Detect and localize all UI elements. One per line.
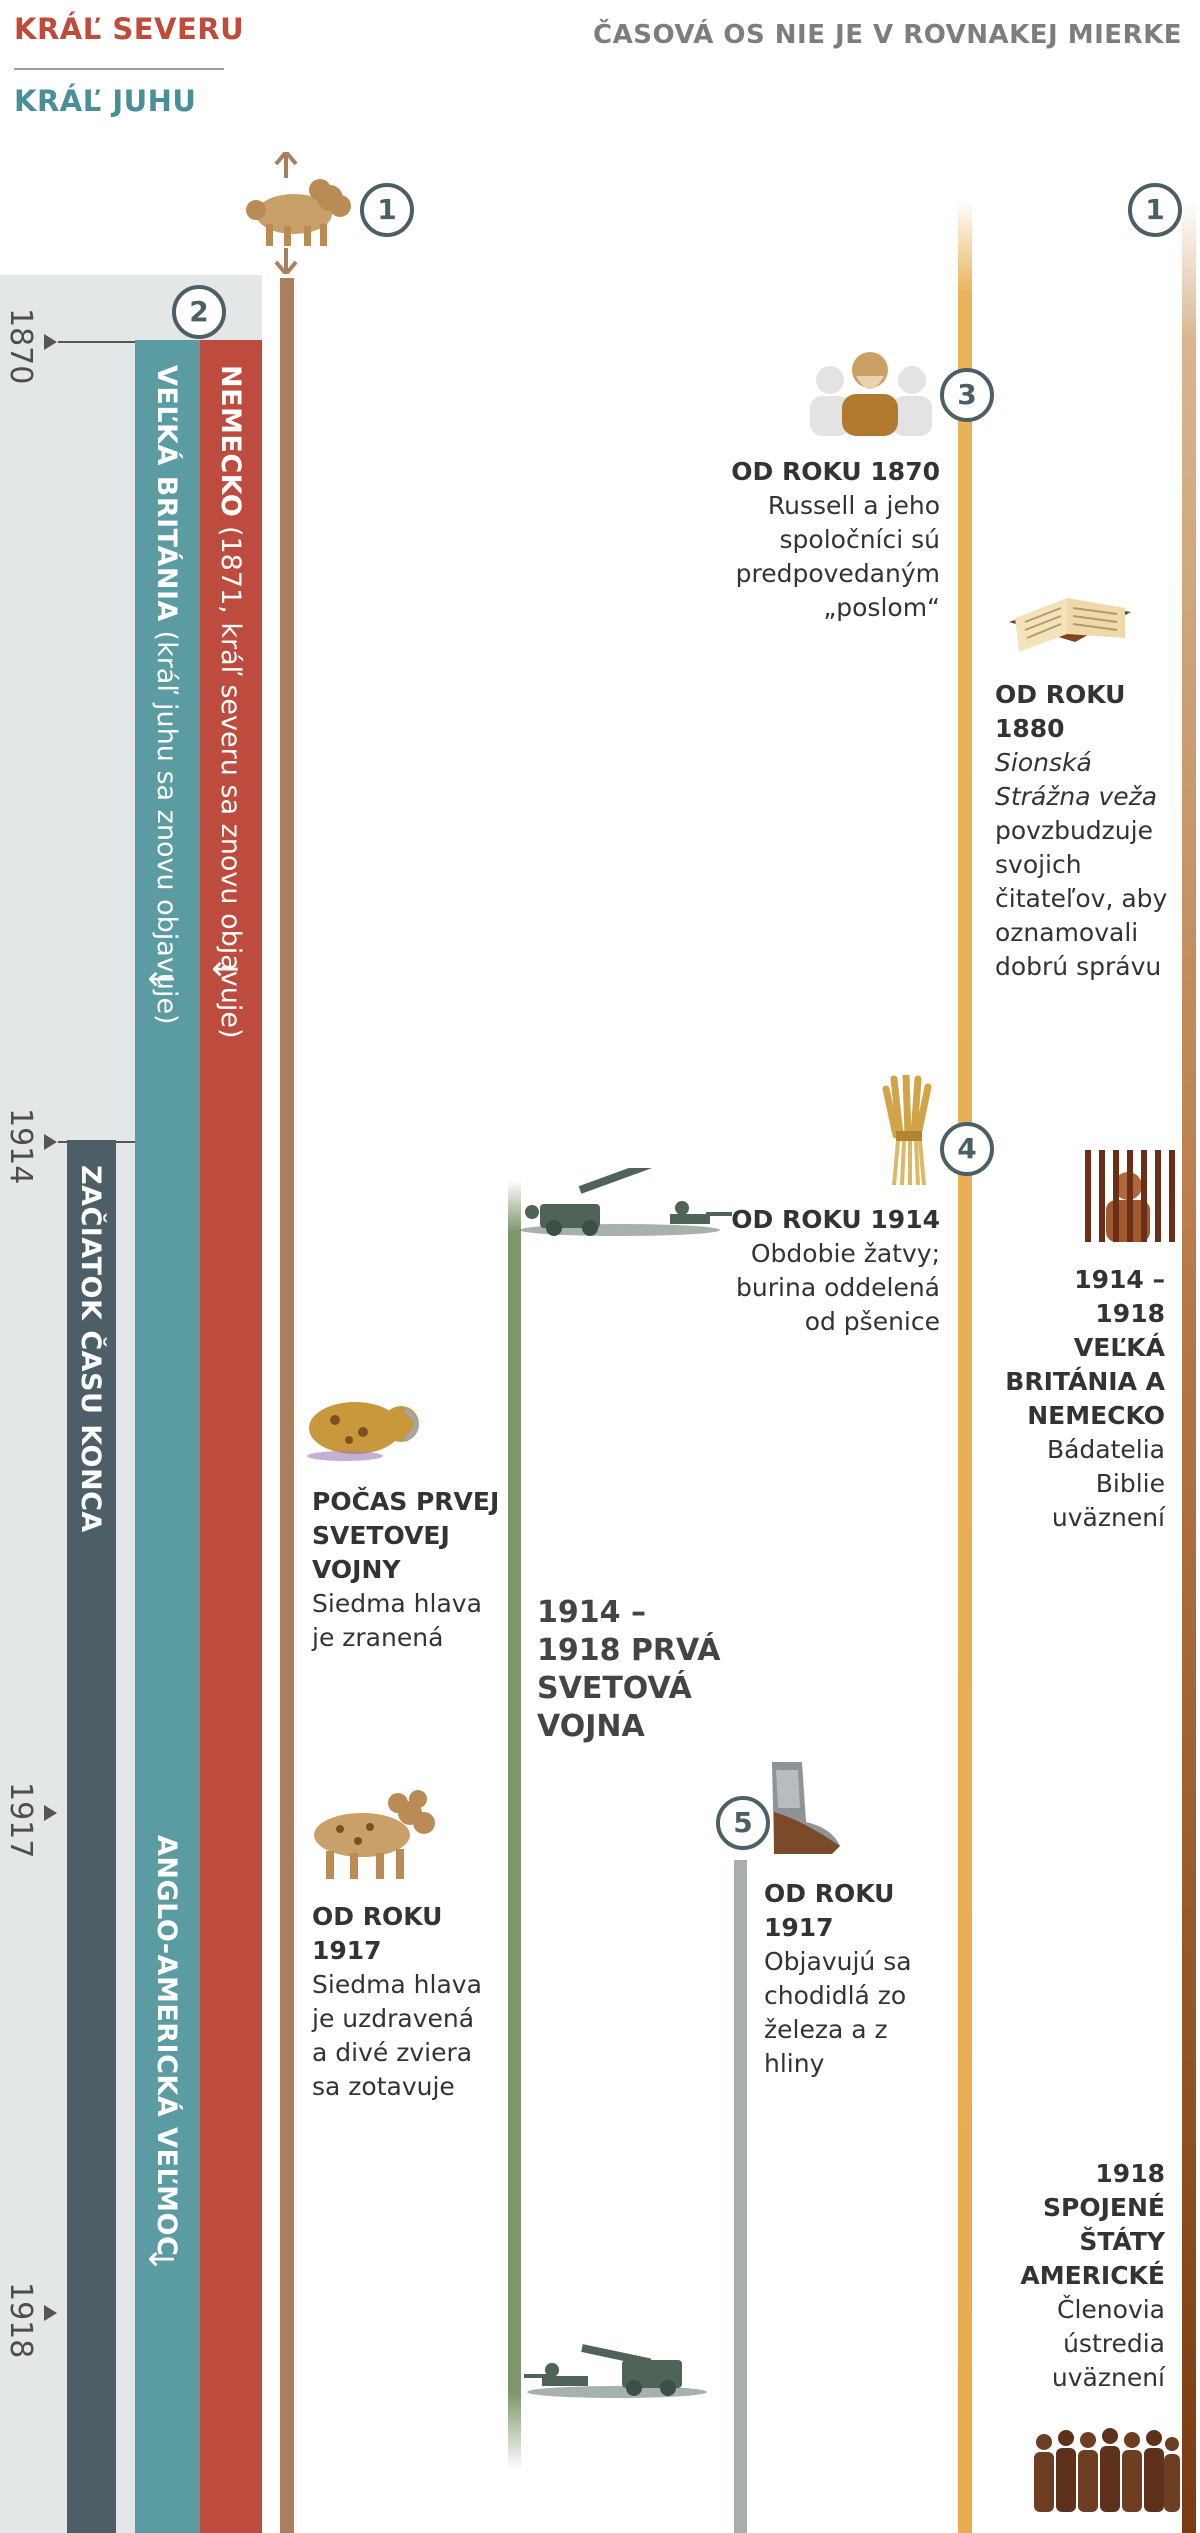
- event-watchtower: OD ROKU 1880 Sionská Strážna veža povzbu…: [995, 678, 1175, 984]
- event-text: Členovia ústredia uväznení: [1051, 2295, 1165, 2392]
- event-russell: OD ROKU 1870 Russell a jeho spoločníci s…: [730, 455, 940, 625]
- event-text: Siedma hlava je zranená: [312, 1589, 482, 1652]
- anglo-american-label: ANGLO-AMERICKÁ VEĽMOC: [151, 1835, 182, 2256]
- anglo-american-title: ANGLO-AMERICKÁ VEĽMOC: [151, 1835, 182, 2257]
- event-text: Bádatelia Biblie uväznení: [1046, 1435, 1165, 1532]
- year-tick: [44, 1805, 57, 1821]
- event-imprisoned-1914: 1914 – 1918 VEĽKÁ BRITÁNIA A NEMECKO Bád…: [1000, 1263, 1165, 1535]
- germany-label: NEMECKO (1871, kráľ severu sa znovu obja…: [215, 365, 246, 1039]
- year-1917: 1917: [3, 1782, 38, 1859]
- germany-arrow: ↓: [204, 955, 244, 984]
- year-tick: [44, 2305, 57, 2321]
- germany-bar: [200, 340, 262, 2533]
- event-title: 1918 SPOJENÉ ŠTÁTY AMERICKÉ: [1020, 2159, 1165, 2290]
- badge-4: 4: [940, 1122, 994, 1176]
- event-imprisoned-1918: 1918 SPOJENÉ ŠTÁTY AMERICKÉ Členovia úst…: [1000, 2157, 1165, 2395]
- brown-line: [1182, 200, 1196, 2533]
- badge-1-right: 1: [1128, 183, 1182, 237]
- event-italic: Sionská Strážna veža: [995, 748, 1158, 811]
- year-tick: [44, 334, 57, 350]
- event-world-war: 1914 – 1918 PRVÁ SVETOVÁ VOJNA: [537, 1595, 721, 1744]
- britain-label: VEĽKÁ BRITÁNIA (kráľ juhu sa znovu objav…: [151, 365, 182, 1025]
- year-line-1870: [58, 341, 200, 343]
- beast-line: [280, 278, 294, 2533]
- event-title: 1914 – 1918 VEĽKÁ BRITÁNIA A NEMECKO: [1005, 1265, 1165, 1430]
- britain-arrow: ↓: [140, 965, 180, 994]
- bible-icon: [1005, 582, 1135, 662]
- group-icon: [1030, 2420, 1180, 2512]
- legend-king-north: KRÁĽ SEVERU: [14, 12, 245, 46]
- soldiers-icon: [520, 1168, 735, 1236]
- soldiers-icon: [522, 2330, 707, 2398]
- gold-line: [958, 200, 972, 2533]
- wounded-beast-icon: [305, 1380, 425, 1462]
- badge-3: 3: [940, 368, 994, 422]
- badge-1: 1: [360, 183, 414, 237]
- healed-beast-icon: [300, 1783, 440, 1883]
- badge-2: 2: [172, 285, 226, 339]
- prisoner-icon: [1080, 1150, 1176, 1242]
- time-of-end-title: ZAČIATOK ČASU KONCA: [75, 1165, 106, 1533]
- legend-divider: [14, 68, 224, 70]
- year-1918: 1918: [3, 2282, 38, 2359]
- event-text: Russell a jeho spoločníci sú predpovedan…: [735, 491, 940, 622]
- event-text: Siedma hlava je uzdravená a divé zviera …: [312, 1970, 482, 2101]
- event-title: OD ROKU 1870: [731, 457, 940, 486]
- event-title: OD ROKU 1917: [764, 1879, 895, 1942]
- event-title: OD ROKU 1914: [731, 1205, 940, 1234]
- war-line: [508, 1180, 521, 2470]
- year-1870: 1870: [3, 308, 38, 385]
- feet-line: [734, 1860, 747, 2533]
- event-title: OD ROKU 1917: [312, 1902, 443, 1965]
- scale-note: ČASOVÁ OS NIE JE V ROVNAKEJ MIERKE: [593, 20, 1182, 50]
- year-tick: [44, 1134, 57, 1150]
- event-title: POČAS PRVEJ SVETOVEJ VOJNY: [312, 1487, 500, 1584]
- badge-5: 5: [716, 1796, 770, 1850]
- britain-bar: [135, 340, 200, 2533]
- beast-icon: [244, 152, 360, 274]
- event-feet: OD ROKU 1917 Objavujú sa chodidlá zo žel…: [764, 1877, 929, 2081]
- year-1914: 1914: [3, 1108, 38, 1185]
- event-beast-wounded: POČAS PRVEJ SVETOVEJ VOJNY Siedma hlava …: [312, 1485, 502, 1655]
- wheat-icon: [878, 1075, 940, 1185]
- time-of-end-label: ZAČIATOK ČASU KONCA: [75, 1165, 106, 1533]
- event-text: Obdobie žatvy; burina oddelená od pšenic…: [736, 1239, 940, 1336]
- time-of-end-bar: [67, 1140, 116, 2533]
- event-text: Objavujú sa chodidlá zo železa a z hliny: [764, 1947, 912, 2078]
- feet-icon: [762, 1762, 844, 1858]
- event-title: OD ROKU 1880: [995, 680, 1126, 743]
- britain-title: VEĽKÁ BRITÁNIA: [151, 365, 182, 622]
- legend-king-south: KRÁĽ JUHU: [14, 84, 197, 118]
- russell-icon: [800, 340, 938, 436]
- anglo-american-arrow: ↓: [140, 2245, 180, 2274]
- event-beast-healed: OD ROKU 1917 Siedma hlava je uzdravená a…: [312, 1900, 497, 2104]
- germany-title: NEMECKO: [215, 365, 246, 518]
- event-text: povzbudzuje svojich čitateľov, aby oznam…: [995, 816, 1168, 981]
- event-harvest: OD ROKU 1914 Obdobie žatvy; burina oddel…: [705, 1203, 940, 1339]
